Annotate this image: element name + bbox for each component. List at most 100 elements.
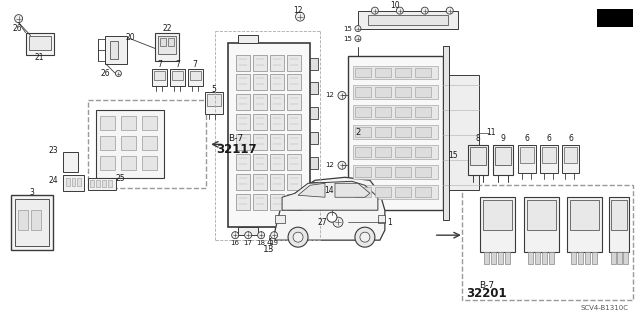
Bar xyxy=(228,42,310,227)
Text: 32117: 32117 xyxy=(216,143,257,156)
Bar xyxy=(609,197,629,252)
Circle shape xyxy=(15,15,22,23)
Bar xyxy=(287,194,301,210)
Text: 17: 17 xyxy=(244,240,253,246)
Text: 15: 15 xyxy=(343,26,352,32)
Bar xyxy=(253,55,267,70)
Bar xyxy=(100,137,115,150)
Bar xyxy=(168,38,174,46)
Bar xyxy=(579,252,584,264)
Bar xyxy=(170,69,185,86)
Bar xyxy=(172,70,183,80)
Text: 7: 7 xyxy=(157,60,162,69)
Bar xyxy=(287,55,301,70)
Bar xyxy=(378,215,385,223)
Bar xyxy=(102,180,106,187)
Text: 6: 6 xyxy=(568,134,573,143)
Bar xyxy=(190,70,201,80)
Circle shape xyxy=(296,12,305,21)
Circle shape xyxy=(271,232,278,239)
Bar xyxy=(491,252,495,264)
Text: 15: 15 xyxy=(448,151,458,160)
Text: 10: 10 xyxy=(390,1,399,10)
Bar xyxy=(375,108,391,117)
Bar xyxy=(540,145,557,173)
Bar xyxy=(253,154,267,170)
Bar xyxy=(88,178,116,190)
Bar xyxy=(443,46,449,220)
Bar xyxy=(11,195,52,250)
Bar xyxy=(518,145,536,173)
Bar xyxy=(270,75,284,91)
Circle shape xyxy=(421,7,428,14)
Bar xyxy=(375,187,391,197)
Text: FR.: FR. xyxy=(607,13,628,23)
Bar xyxy=(415,127,431,137)
Bar xyxy=(26,33,54,55)
Bar xyxy=(253,194,267,210)
Bar xyxy=(568,197,602,252)
Circle shape xyxy=(446,7,453,14)
Bar xyxy=(493,145,513,175)
Bar xyxy=(561,145,579,173)
Bar xyxy=(415,187,431,197)
Bar xyxy=(524,197,559,252)
Text: 26: 26 xyxy=(101,69,111,78)
Text: 27: 27 xyxy=(317,218,327,227)
Text: 23: 23 xyxy=(49,146,58,155)
Bar xyxy=(100,116,115,130)
Bar xyxy=(236,94,250,110)
Circle shape xyxy=(232,232,239,239)
Bar xyxy=(368,15,448,25)
Bar xyxy=(310,83,318,94)
Text: 20: 20 xyxy=(125,33,135,42)
Bar xyxy=(415,108,431,117)
Bar xyxy=(152,69,167,86)
Bar xyxy=(355,108,371,117)
Bar xyxy=(563,147,577,163)
Text: 22: 22 xyxy=(163,24,172,33)
Bar xyxy=(287,115,301,130)
Bar xyxy=(534,252,540,264)
Bar xyxy=(355,127,371,137)
Bar xyxy=(18,210,28,230)
Bar xyxy=(236,194,250,210)
Bar xyxy=(395,167,411,177)
Bar xyxy=(270,174,284,190)
Bar xyxy=(353,65,438,79)
Bar xyxy=(287,174,301,190)
Bar xyxy=(287,75,301,91)
Bar xyxy=(611,200,627,230)
Bar xyxy=(355,87,371,97)
Text: 15: 15 xyxy=(343,36,352,41)
Bar xyxy=(270,94,284,110)
Polygon shape xyxy=(335,183,370,197)
Text: 32201: 32201 xyxy=(467,286,507,300)
Bar xyxy=(395,108,411,117)
Bar xyxy=(238,227,258,235)
Text: 12: 12 xyxy=(325,93,334,99)
Bar xyxy=(355,167,371,177)
Polygon shape xyxy=(282,181,378,210)
Bar xyxy=(158,36,176,54)
Text: 9: 9 xyxy=(500,134,505,143)
Bar xyxy=(572,252,577,264)
Bar xyxy=(479,197,515,252)
Bar xyxy=(236,115,250,130)
Bar xyxy=(586,252,591,264)
Bar xyxy=(498,252,502,264)
Circle shape xyxy=(333,217,343,227)
Text: 8: 8 xyxy=(476,134,480,143)
Bar xyxy=(375,147,391,157)
Bar xyxy=(63,175,84,191)
Bar xyxy=(188,69,204,86)
Bar xyxy=(236,134,250,150)
Bar xyxy=(355,147,371,157)
Circle shape xyxy=(371,7,378,14)
Text: 14: 14 xyxy=(324,186,334,195)
Bar xyxy=(253,174,267,190)
Circle shape xyxy=(293,232,303,242)
Bar xyxy=(100,156,115,170)
Circle shape xyxy=(355,26,361,32)
Circle shape xyxy=(244,232,252,239)
